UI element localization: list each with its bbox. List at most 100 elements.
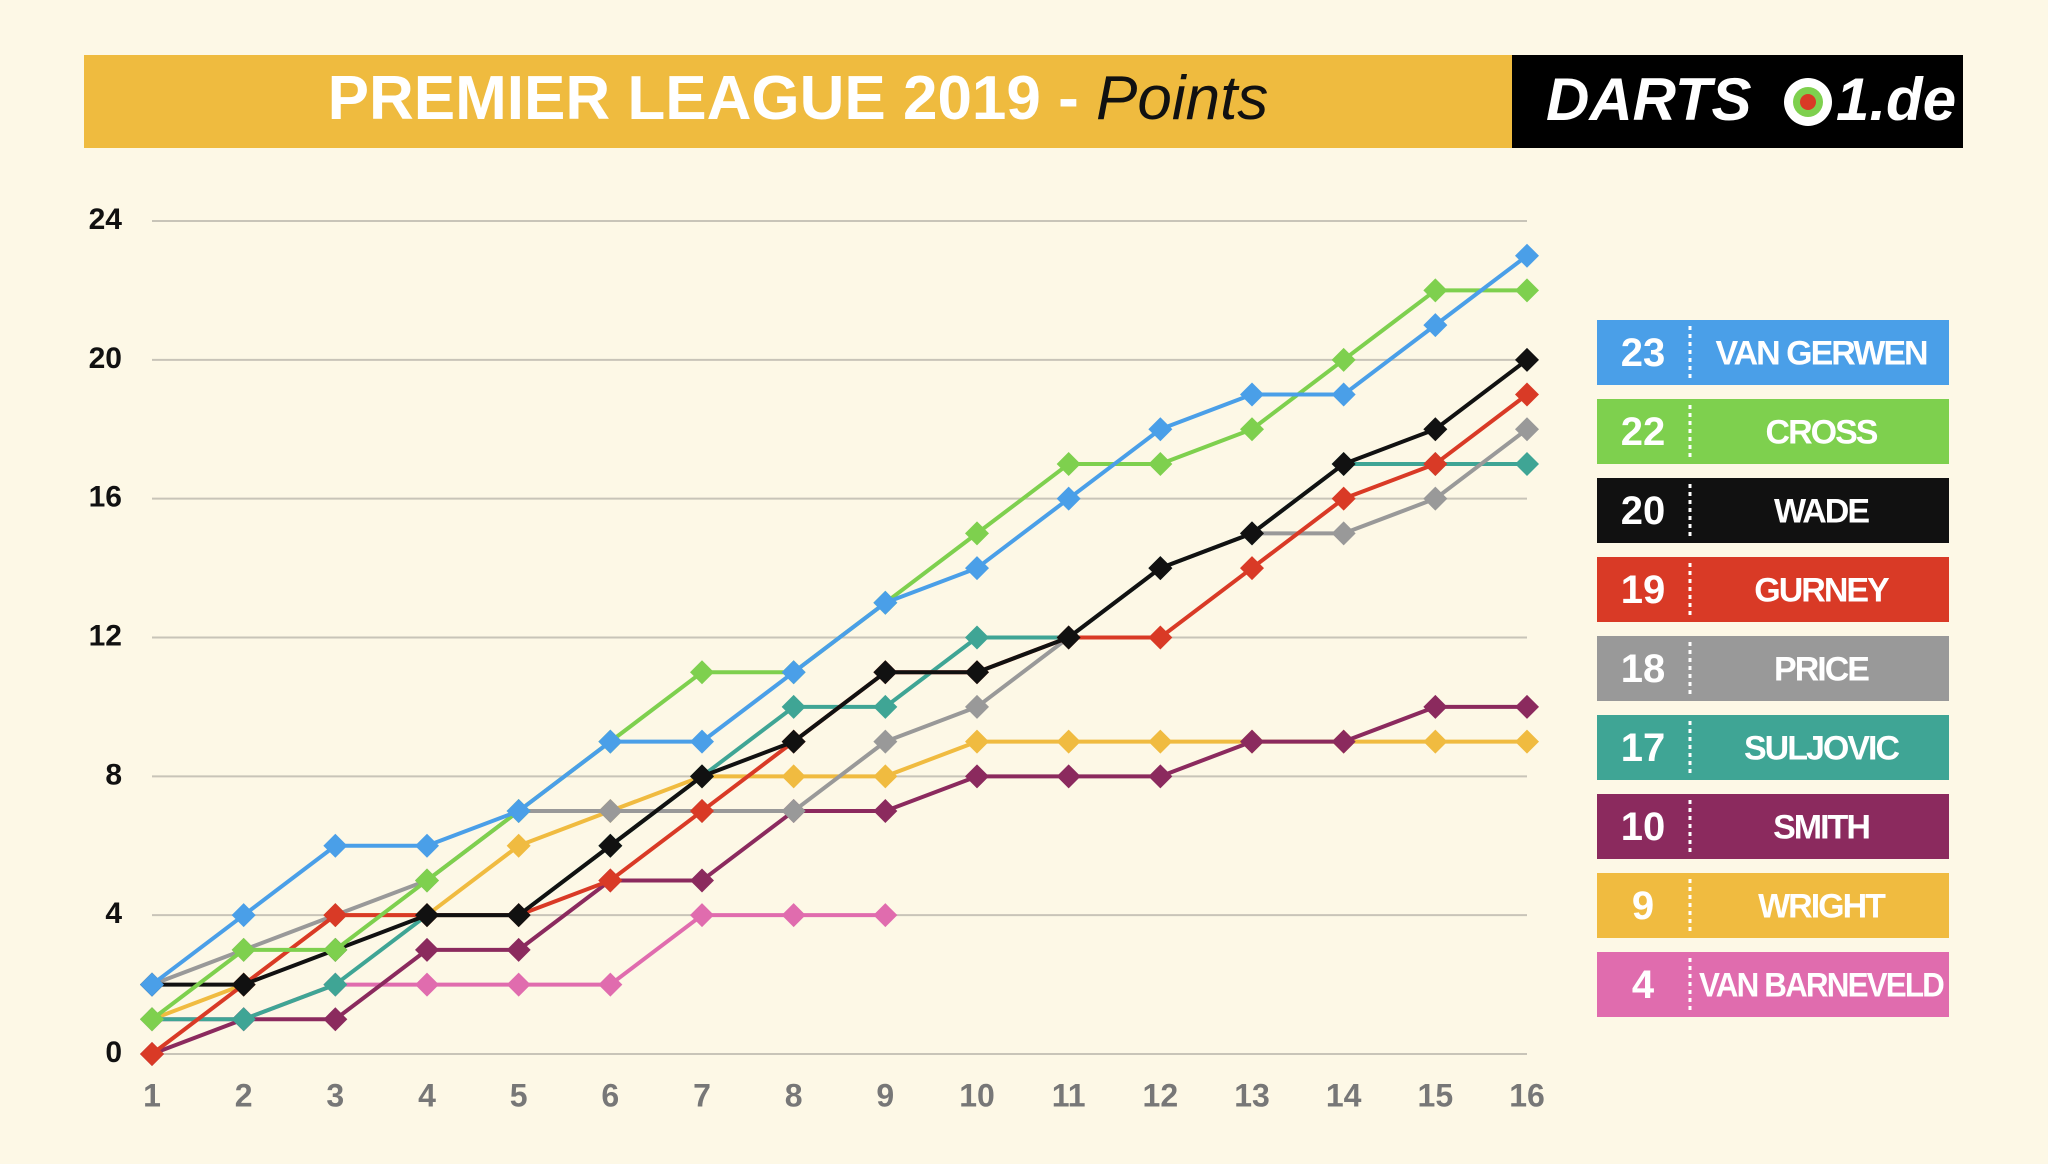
series-line — [150, 254, 1529, 987]
marker — [140, 1042, 164, 1066]
marker — [965, 764, 989, 789]
marker — [323, 903, 348, 928]
x-tick-label: 2 — [235, 1077, 253, 1113]
marker — [415, 972, 439, 997]
marker — [1148, 417, 1173, 442]
y-tick-label: 8 — [105, 758, 122, 791]
marker — [323, 1007, 348, 1032]
marker — [1240, 556, 1264, 581]
marker — [781, 799, 806, 824]
legend-item: 20 WADE — [1597, 478, 1949, 543]
legend-total: 18 — [1621, 647, 1666, 691]
marker — [506, 799, 531, 824]
x-tick-label: 3 — [326, 1077, 344, 1113]
y-tick-label: 0 — [105, 1036, 122, 1069]
legend-label: PRICE — [1774, 650, 1869, 688]
legend-label: SMITH — [1773, 808, 1869, 846]
title-bar — [84, 55, 1512, 148]
x-tick-label: 1 — [143, 1077, 161, 1113]
legend-swatch — [1597, 952, 1949, 1017]
legend-total: 19 — [1621, 568, 1666, 612]
y-tick-label: 20 — [89, 342, 122, 375]
legend-total: 20 — [1621, 489, 1666, 533]
marker — [1423, 486, 1448, 511]
legend-swatch — [1597, 478, 1949, 543]
marker — [1240, 417, 1264, 442]
marker — [965, 660, 989, 685]
x-tick-label: 7 — [693, 1077, 711, 1113]
marker — [873, 764, 898, 789]
x-tick-label: 5 — [510, 1077, 528, 1113]
marker — [1331, 451, 1356, 476]
legend-swatch — [1597, 636, 1949, 701]
legend-item: 10 SMITH — [1597, 794, 1949, 859]
marker — [1515, 243, 1539, 268]
marker — [690, 903, 714, 928]
marker — [781, 660, 806, 685]
marker — [873, 799, 898, 824]
legend-item: 23 VAN GERWEN — [1597, 320, 1949, 385]
marker — [415, 833, 439, 858]
marker — [1515, 278, 1539, 303]
marker — [1423, 278, 1448, 303]
marker — [506, 937, 531, 962]
marker — [231, 1007, 256, 1032]
marker — [1515, 382, 1539, 407]
marker — [1515, 729, 1539, 754]
marker — [231, 972, 256, 997]
marker — [873, 660, 898, 685]
marker — [690, 799, 714, 824]
marker — [965, 729, 989, 754]
legend-total: 17 — [1621, 726, 1666, 770]
marker — [231, 903, 256, 928]
legend-total: 22 — [1621, 410, 1666, 454]
marker — [598, 729, 623, 754]
logo-text: DARTS — [1546, 66, 1752, 133]
marker — [873, 903, 898, 928]
legend-total: 4 — [1632, 963, 1655, 1007]
marker — [965, 521, 989, 546]
marker — [1331, 486, 1356, 511]
marker — [1331, 521, 1356, 546]
marker — [415, 868, 439, 893]
marker — [1515, 451, 1539, 476]
x-tick-label: 16 — [1509, 1077, 1545, 1113]
x-tick-label: 14 — [1326, 1077, 1362, 1113]
x-tick-label: 13 — [1234, 1077, 1270, 1113]
x-tick-label: 12 — [1143, 1077, 1179, 1113]
marker — [690, 764, 714, 789]
legend-label: WADE — [1774, 492, 1869, 530]
marker — [1148, 625, 1173, 650]
marker — [1423, 451, 1448, 476]
marker — [965, 694, 989, 719]
marker — [781, 903, 806, 928]
title-emphasis: Points — [1096, 64, 1268, 133]
legend-swatch — [1597, 320, 1949, 385]
marker — [323, 833, 348, 858]
marker — [1056, 729, 1081, 754]
legend-item: 22 CROSS — [1597, 399, 1949, 464]
marker — [1148, 556, 1173, 581]
marker — [781, 694, 806, 719]
y-tick-label: 16 — [89, 481, 122, 514]
legend-item: 18 PRICE — [1597, 636, 1949, 701]
logo-bull — [1800, 94, 1816, 110]
marker — [598, 799, 623, 824]
marker — [1056, 625, 1081, 650]
marker — [873, 694, 898, 719]
legend-item: 19 GURNEY — [1597, 557, 1949, 622]
marker — [1056, 764, 1081, 789]
marker — [690, 660, 714, 685]
legend-label: WRIGHT — [1758, 887, 1886, 925]
legend-total: 10 — [1621, 805, 1666, 849]
marker — [1056, 486, 1081, 511]
marker — [781, 729, 806, 754]
series-line — [151, 704, 1527, 1056]
marker — [1148, 451, 1173, 476]
title-main: PREMIER LEAGUE 2019 - — [328, 64, 1096, 133]
marker — [598, 833, 623, 858]
marker — [1240, 382, 1264, 407]
legend-swatch — [1597, 873, 1949, 938]
